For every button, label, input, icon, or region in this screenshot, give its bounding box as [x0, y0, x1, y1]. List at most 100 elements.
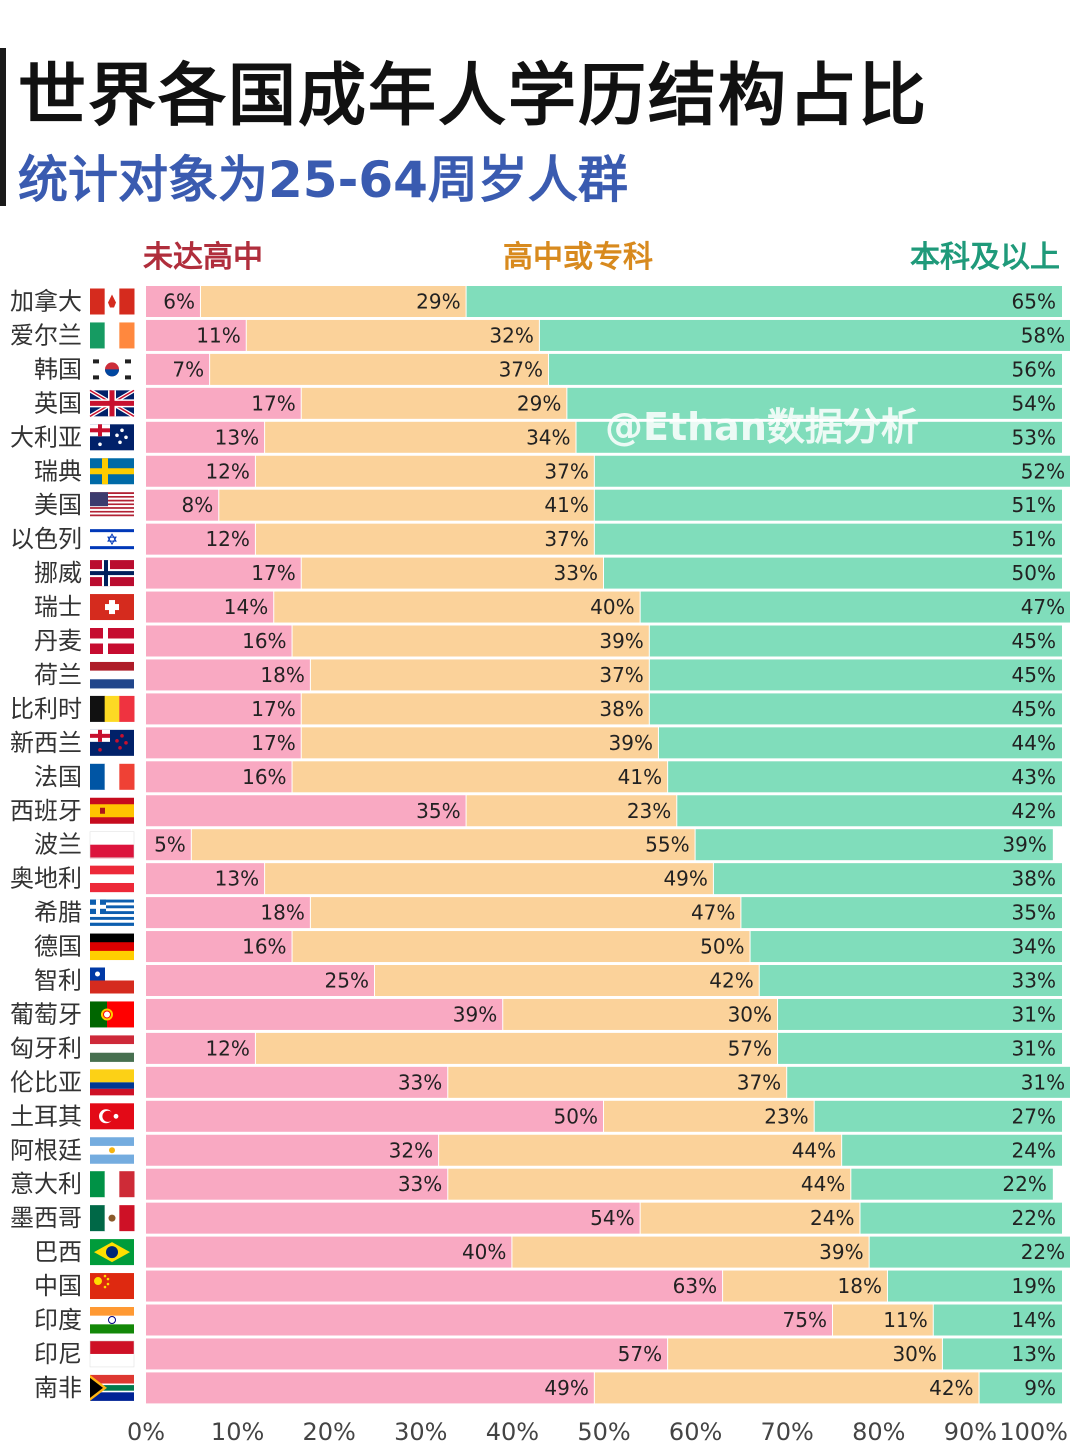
bar-segment	[146, 1236, 512, 1268]
flag-usa-icon	[90, 492, 134, 519]
flag-greece-icon	[90, 899, 134, 926]
flag-australia-icon	[90, 424, 134, 451]
data-label: 22%	[1012, 1206, 1056, 1230]
country-label: 美国	[34, 491, 82, 519]
flag-poland-icon	[89, 831, 135, 859]
bar-segment	[265, 421, 576, 453]
flag-norway-icon	[90, 560, 134, 587]
data-label: 49%	[544, 1376, 588, 1400]
x-tick-label: 70%	[761, 1418, 814, 1446]
bar-segment	[146, 591, 274, 623]
bar-row: 新西兰 17% 39% 44%	[10, 727, 1062, 759]
data-label: 18%	[838, 1274, 882, 1298]
flag-israel-icon	[90, 526, 134, 553]
bar-segment	[713, 863, 1062, 895]
bar-segment	[887, 1270, 1062, 1302]
country-label: 南非	[34, 1374, 82, 1402]
bar-segment	[146, 387, 301, 419]
chart-title: 世界各国成年人学历结构占比	[18, 57, 929, 136]
data-label: 37%	[499, 357, 543, 381]
data-label: 7%	[172, 357, 204, 381]
bar-segment	[567, 387, 1062, 419]
country-label: 爱尔兰	[10, 321, 82, 349]
data-label: 40%	[462, 1240, 506, 1264]
bar-segment	[146, 1032, 255, 1064]
bar-row: 意大利 33% 44% 22%	[10, 1168, 1053, 1200]
bar-segment	[503, 998, 778, 1030]
data-label: 58%	[1021, 323, 1065, 347]
flag-italy-icon	[90, 1171, 135, 1198]
bar-segment	[539, 319, 1070, 351]
bar-row: 挪威 17% 33% 50%	[34, 557, 1062, 589]
bar-row: 印度 75% 11% 14%	[34, 1304, 1062, 1336]
bar-segment	[200, 286, 466, 317]
bar-row: 爱尔兰 11% 32% 58%	[10, 319, 1070, 351]
bar-segment	[860, 1202, 1062, 1234]
data-label: 29%	[416, 290, 460, 314]
bar-segment	[778, 1032, 1062, 1064]
data-label: 45%	[1012, 629, 1056, 653]
country-label: 西班牙	[10, 797, 82, 825]
bar-row: 希腊 18% 47% 35%	[34, 897, 1062, 929]
legend-bachelor-or-above: 本科及以上	[910, 240, 1060, 275]
flag-indonesia-icon	[89, 1340, 135, 1368]
bar-segment	[942, 1338, 1062, 1370]
bar-row: 巴西 40% 39% 22%	[34, 1236, 1070, 1268]
bar-segment	[210, 353, 549, 385]
data-label: 13%	[215, 867, 259, 891]
flag-mexico-icon	[90, 1205, 135, 1232]
chart-subtitle: 统计对象为25-64周岁人群	[18, 151, 628, 209]
bar-segment	[146, 1134, 439, 1166]
country-label: 韩国	[34, 355, 82, 383]
bar-row: 土耳其 50% 23% 27%	[10, 1100, 1062, 1132]
data-label: 42%	[1012, 799, 1056, 823]
data-label: 13%	[215, 425, 259, 449]
country-label: 印尼	[34, 1340, 82, 1368]
data-label: 17%	[251, 697, 295, 721]
bar-row: 瑞典 12% 37% 52%	[34, 455, 1070, 487]
data-label: 6%	[163, 290, 195, 314]
bar-segment	[146, 523, 255, 555]
data-label: 44%	[801, 1172, 845, 1196]
bar-segment	[851, 1168, 1053, 1200]
country-label: 匈牙利	[10, 1034, 82, 1062]
bar-segment	[310, 659, 649, 691]
bar-segment	[146, 829, 191, 861]
data-label: 75%	[783, 1308, 827, 1332]
country-label: 加拿大	[10, 288, 82, 316]
bar-segment	[640, 591, 1070, 623]
x-tick-label: 10%	[211, 1418, 264, 1446]
data-label: 53%	[1012, 425, 1056, 449]
country-label: 伦比亚	[10, 1068, 82, 1096]
x-tick-label: 90%	[944, 1418, 997, 1446]
bar-row: 中国 63% 18% 19%	[34, 1270, 1062, 1302]
bar-segment	[146, 557, 301, 589]
data-label: 16%	[242, 765, 286, 789]
bar-segment	[594, 489, 1062, 521]
data-label: 45%	[1012, 697, 1056, 721]
bar-segment	[668, 1338, 942, 1370]
bar-segment	[274, 591, 640, 623]
bar-row: 阿根廷 32% 44% 24%	[10, 1134, 1062, 1166]
bar-segment	[146, 931, 292, 963]
bar-segment	[146, 1066, 448, 1098]
data-label: 35%	[416, 799, 460, 823]
bar-segment	[640, 1202, 860, 1234]
flag-chile-icon	[90, 967, 134, 994]
bar-segment	[146, 1100, 603, 1132]
bar-row: 比利时 17% 38% 45%	[10, 693, 1062, 725]
data-label: 37%	[544, 459, 588, 483]
bar-segment	[814, 1100, 1062, 1132]
country-label: 荷兰	[34, 661, 82, 689]
bar-segment	[301, 557, 603, 589]
bar-row: 法国 16% 41% 43%	[34, 761, 1062, 793]
bar-segment	[146, 1168, 448, 1200]
bar-segment	[448, 1066, 787, 1098]
data-label: 8%	[182, 493, 214, 517]
country-label: 挪威	[34, 559, 82, 587]
bar-segment	[219, 489, 594, 521]
bar-segment	[604, 1100, 814, 1132]
bar-segment	[146, 998, 503, 1030]
data-label: 45%	[1012, 663, 1056, 687]
